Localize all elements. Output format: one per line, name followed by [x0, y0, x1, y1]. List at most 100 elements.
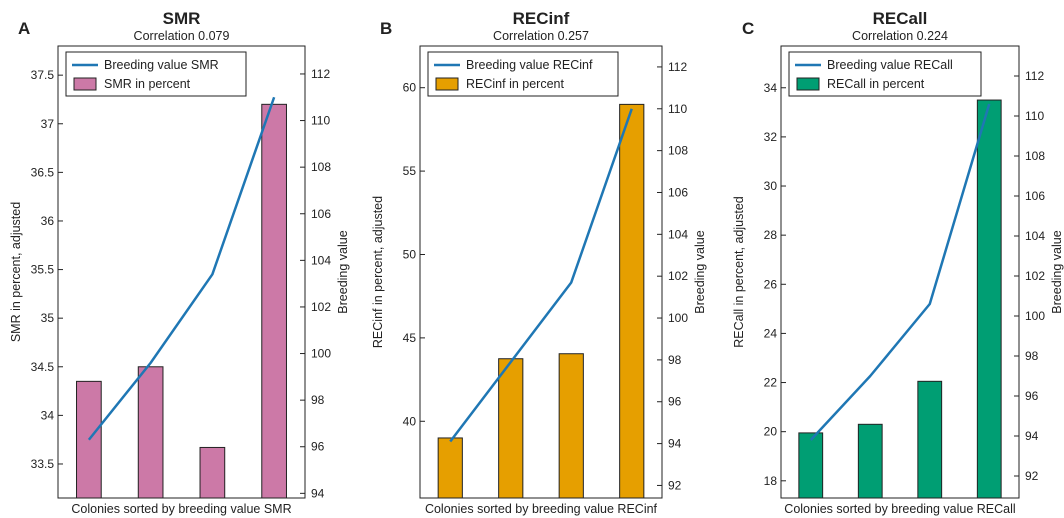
legend-bar-swatch — [73, 77, 97, 91]
y2-tick-label: 112 — [311, 67, 330, 81]
chart-subtitle: Correlation 0.079 — [134, 29, 230, 43]
y2-tick-label: 110 — [311, 114, 330, 128]
y-tick-label: 37.5 — [31, 68, 55, 82]
y-tick-label: 18 — [764, 474, 778, 488]
y-tick-label: 36.5 — [31, 165, 55, 179]
legend-line-label: Breeding value SMR — [104, 58, 219, 72]
y2-tick-label: 94 — [311, 486, 325, 500]
y-tick-label: 50 — [403, 247, 417, 261]
y2-tick-label: 110 — [1025, 109, 1044, 123]
legend-bar-swatch — [435, 77, 459, 91]
legend-bar-label: SMR in percent — [104, 77, 191, 91]
legend-bar-label: RECall in percent — [827, 77, 925, 91]
y-tick-label: 24 — [764, 326, 778, 340]
plot-frame — [57, 45, 306, 499]
y2-tick-label: 102 — [1025, 269, 1045, 283]
plot-frame — [780, 45, 1020, 499]
bar-4 — [261, 103, 287, 499]
legend-box — [788, 51, 982, 97]
y-tick-label: 36 — [41, 214, 55, 228]
y2-tick-label: 96 — [668, 395, 682, 409]
chart-subtitle: Correlation 0.257 — [493, 29, 589, 43]
y2-tick-label: 96 — [1025, 389, 1039, 403]
chart-title: RECinf — [513, 9, 570, 28]
y2-tick-label: 104 — [1025, 229, 1045, 243]
y-tick-label: 37 — [41, 117, 55, 131]
y-tick-label: 30 — [764, 179, 778, 193]
legend-box — [427, 51, 619, 97]
y-tick-label: 33.5 — [31, 457, 55, 471]
y2-tick-label: 94 — [668, 437, 682, 451]
bar-3 — [917, 380, 943, 499]
breeding-value-line — [87, 96, 276, 441]
panel-letter: A — [18, 19, 30, 38]
y-tick-label: 34 — [764, 81, 778, 95]
y2-tick-label: 98 — [311, 393, 325, 407]
bar-3 — [558, 353, 584, 499]
y2-tick-label: 108 — [311, 160, 331, 174]
y2-tick-label: 104 — [311, 253, 331, 267]
y-tick-label: 22 — [764, 376, 778, 390]
y2-axis-label: Breeding value — [336, 230, 350, 313]
y2-tick-label: 102 — [668, 269, 688, 283]
chart-title: SMR — [163, 9, 201, 28]
y2-tick-label: 96 — [311, 440, 325, 454]
y2-tick-label: 106 — [1025, 189, 1045, 203]
chart-title: RECall — [873, 9, 928, 28]
legend-line-label: Breeding value RECinf — [466, 58, 593, 72]
panel-letter: B — [380, 19, 392, 38]
bar-1 — [798, 432, 824, 499]
y2-tick-label: 94 — [1025, 429, 1039, 443]
y2-tick-label: 112 — [668, 60, 687, 74]
y-tick-label: 26 — [764, 277, 778, 291]
bar-4 — [976, 99, 1002, 499]
y-tick-label: 34 — [41, 408, 55, 422]
panel-letter: C — [742, 19, 754, 38]
y2-axis-label: Breeding value — [1050, 230, 1064, 313]
y2-tick-label: 108 — [1025, 149, 1045, 163]
y2-tick-label: 98 — [1025, 349, 1039, 363]
y2-tick-label: 112 — [1025, 69, 1044, 83]
y-tick-label: 32 — [764, 130, 778, 144]
y2-tick-label: 108 — [668, 144, 688, 158]
breeding-value-line — [449, 108, 633, 443]
y-tick-label: 35 — [41, 311, 55, 325]
y2-tick-label: 100 — [1025, 309, 1045, 323]
bar-2 — [137, 366, 164, 499]
y-tick-label: 20 — [764, 425, 778, 439]
bar-3 — [199, 446, 226, 499]
y-axis-label: RECinf in percent, adjusted — [371, 196, 385, 348]
y-axis-label: RECall in percent, adjusted — [732, 196, 746, 348]
x-axis-label: Colonies sorted by breeding value RECall — [784, 502, 1015, 516]
y2-tick-label: 92 — [1025, 469, 1039, 483]
y2-tick-label: 92 — [668, 478, 682, 492]
y2-tick-label: 106 — [311, 207, 331, 221]
y-tick-label: 45 — [403, 331, 417, 345]
y-tick-label: 28 — [764, 228, 778, 242]
bar-2 — [498, 358, 524, 499]
y2-tick-label: 102 — [311, 300, 331, 314]
y-tick-label: 35.5 — [31, 263, 55, 277]
y-tick-label: 55 — [403, 164, 417, 178]
bar-4 — [619, 103, 645, 499]
legend-line-label: Breeding value RECall — [827, 58, 953, 72]
legend-bar-label: RECinf in percent — [466, 77, 564, 91]
x-axis-label: Colonies sorted by breeding value SMR — [71, 502, 291, 516]
plot-frame — [419, 45, 663, 499]
y2-tick-label: 100 — [668, 311, 688, 325]
y-tick-label: 40 — [403, 414, 417, 428]
y2-axis-label: Breeding value — [693, 230, 707, 313]
chart-subtitle: Correlation 0.224 — [852, 29, 948, 43]
y2-tick-label: 98 — [668, 353, 682, 367]
y-axis-label: SMR in percent, adjusted — [9, 202, 23, 342]
y-tick-label: 34.5 — [31, 360, 55, 374]
y-tick-label: 60 — [403, 81, 417, 95]
y2-tick-label: 110 — [668, 102, 687, 116]
y2-tick-label: 106 — [668, 185, 688, 199]
y2-tick-label: 100 — [311, 347, 331, 361]
x-axis-label: Colonies sorted by breeding value RECinf — [425, 502, 658, 516]
